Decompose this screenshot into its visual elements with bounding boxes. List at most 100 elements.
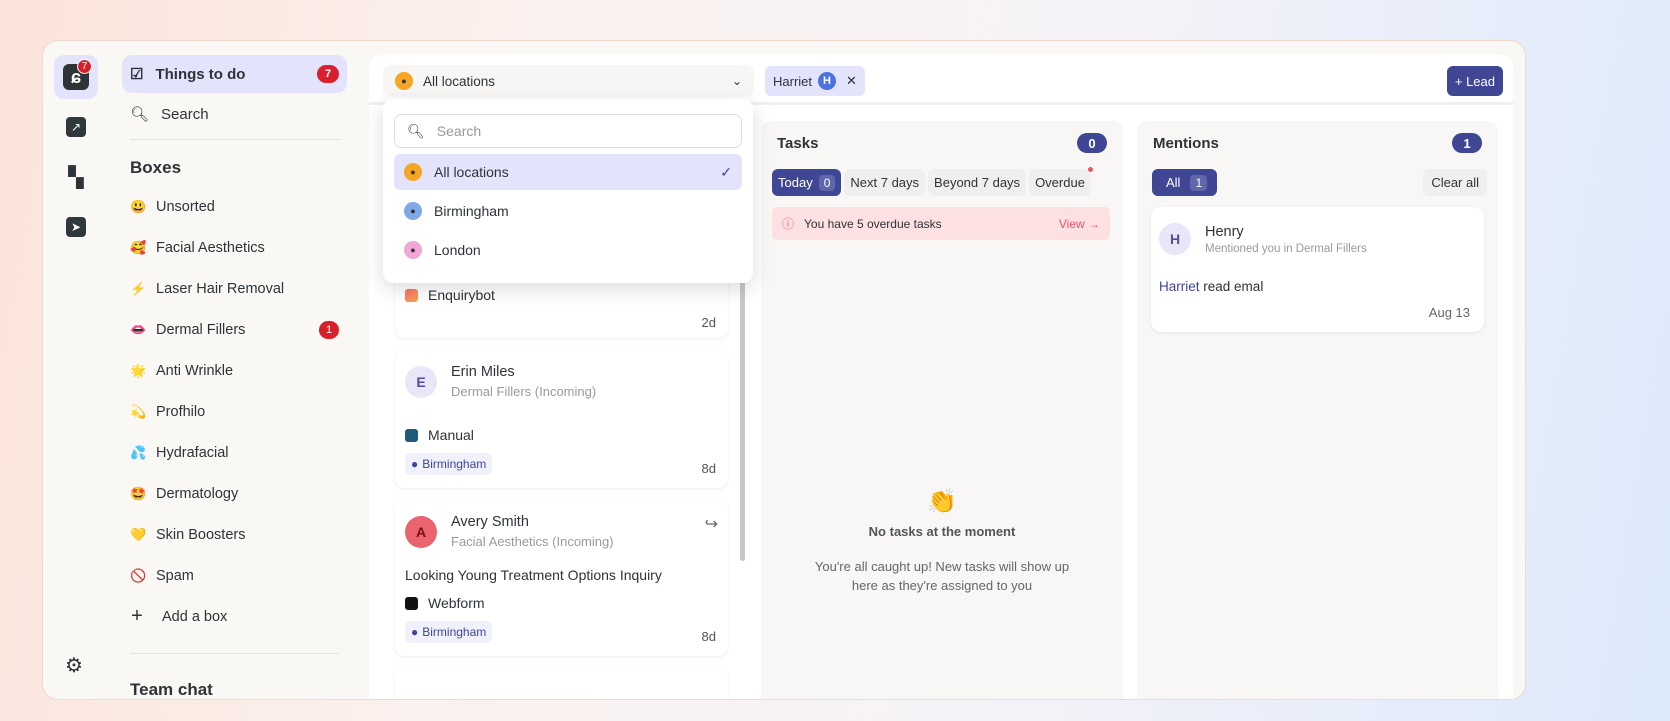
send-button[interactable]: ➤ [54,205,98,249]
settings-icon[interactable]: ⚙ [65,655,83,677]
lead-age: 2d [701,315,716,330]
box-emoji-icon: 🚫 [130,567,147,583]
add-box-button[interactable]: + Add a box [122,596,347,637]
mentions-panel: Mentions 1 All 1 Clear all H Henry Mentione… [1137,121,1498,699]
tab-today[interactable]: Today 0 [772,169,842,196]
lead-card[interactable]: A Avery Smith Facial Aesthetics (Incoming)… [395,500,728,656]
location-tag: ● Birmingham [405,621,493,643]
box-label: Laser Hair Removal [156,280,285,297]
mention-context: Mentioned you in Dermal Fillers [1205,242,1367,255]
sidebar-box-profhilo[interactable]: 💫 Profhilo [122,391,347,432]
tab-label: Today [778,175,813,190]
box-label: Skin Boosters [156,526,246,543]
mentions-title: Mentions [1153,135,1219,152]
chip-label: Harriet [773,73,813,89]
lead-box: Dermal Fillers (Incoming) [451,384,597,399]
location-label: Birmingham [422,457,487,471]
sidebar-box-skin-boosters[interactable]: 💛 Skin Boosters [122,514,347,555]
lead-name: Erin Miles [451,364,515,380]
main-panel: ● All locations ⌄ Harriet H ✕ + Lead 🔍︎ Searc… [369,55,1513,699]
lead-source: Manual [428,427,474,443]
user-filter-chip[interactable]: Harriet H ✕ [765,66,865,96]
lead-source: Enquirybot [428,287,495,303]
apps-button[interactable]: ▚ [54,155,98,199]
tasks-panel: Tasks 0 Today 0 Next 7 days Beyond 7 days… [761,121,1123,699]
avatar: H [1159,223,1191,255]
plus-icon: + [131,605,143,627]
lead-box: Facial Aesthetics (Incoming) [451,534,614,549]
option-label: All locations [434,164,509,180]
sidebar-box-laser-hair-removal[interactable]: ⚡ Laser Hair Removal [122,268,347,309]
add-box-label: Add a box [162,608,228,625]
box-label: Hydrafacial [156,444,229,461]
divider [130,653,339,654]
box-emoji-icon: 👄 [130,321,147,337]
clap-icon: 👏 [927,488,957,515]
box-label: Anti Wrinkle [156,362,234,379]
analytics-button[interactable]: ↗ [54,105,98,149]
add-lead-button[interactable]: + Lead [1446,66,1503,96]
view-overdue-link[interactable]: View → [1058,216,1100,231]
search-icon: 🔍︎ [407,122,425,139]
check-circle-icon: ☑ [130,66,144,83]
nav-label: Search [161,105,209,123]
empty-title: No tasks at the moment [868,524,1016,539]
forward-icon[interactable]: ↪ [704,516,718,533]
grid-plus-icon: ▚ [68,166,84,189]
divider [130,139,339,140]
sidebar-box-facial-aesthetics[interactable]: 🥰 Facial Aesthetics [122,227,347,268]
tab-label: Overdue [1035,175,1085,190]
tab-all[interactable]: All 1 [1152,169,1218,196]
box-label: Dermatology [156,485,239,502]
mention-author: Henry [1205,223,1244,240]
box-emoji-icon: 💛 [130,526,147,542]
sidebar-box-dermal-fillers[interactable]: 👄 Dermal Fillers 1 [122,309,347,350]
tab-beyond-7-days[interactable]: Beyond 7 days [928,169,1027,196]
lead-card[interactable] [395,668,728,699]
location-search-input[interactable]: 🔍︎ Search [394,114,742,148]
mentions-count: 1 [1452,133,1482,153]
location-option[interactable]: ● Birmingham [394,193,742,229]
empty-description: You're all caught up! New tasks will sho… [814,559,1070,593]
tab-next-7-days[interactable]: Next 7 days [844,169,926,196]
location-option[interactable]: ● London [394,232,742,268]
box-emoji-icon: 🌟 [130,362,147,378]
location-option[interactable]: ● All locations ✓ [394,154,742,190]
manual-icon [405,428,418,442]
mention-date: Aug 13 [1428,305,1470,320]
send-icon: ➤ [66,217,86,237]
lead-name: Avery Smith [451,514,529,530]
alert-icon: ⓘ [782,217,795,231]
mention-text: read emal [1203,279,1264,294]
mentioned-user[interactable]: Harriet [1159,279,1200,294]
sidebar: ☑ Things to do 7 🔍︎ Search Boxes 😃 Unsorted 🥰… [122,55,347,699]
sidebar-box-spam[interactable]: 🚫 Spam [122,555,347,596]
location-select[interactable]: ● All locations ⌄ [383,65,754,97]
nav-things-to-do[interactable]: ☑ Things to do 7 [122,55,347,93]
lead-card[interactable]: E Erin Miles Dermal Fillers (Incoming) Man… [395,350,728,488]
sidebar-box-hydrafacial[interactable]: 💦 Hydrafacial [122,432,347,473]
mention-card[interactable]: H Henry Mentioned you in Dermal Fillers Ha… [1151,207,1484,332]
overdue-dot [1086,166,1094,173]
lead-subject: Looking Young Treatment Options Inquiry [405,567,662,583]
things-badge: 7 [317,65,339,83]
close-icon[interactable]: ✕ [846,73,857,88]
box-emoji-icon: 💫 [130,403,147,419]
box-label: Dermal Fillers [156,321,246,338]
sidebar-box-dermatology[interactable]: 🤩 Dermatology [122,473,347,514]
scrollbar[interactable] [740,281,745,561]
location-pin-icon: ● [404,241,422,259]
box-emoji-icon: 💦 [130,444,147,460]
box-label: Facial Aesthetics [156,239,265,256]
box-label: Spam [156,567,194,584]
sidebar-box-unsorted[interactable]: 😃 Unsorted [122,186,347,227]
clear-all-button[interactable]: Clear all [1423,169,1487,196]
sidebar-box-anti-wrinkle[interactable]: 🌟 Anti Wrinkle [122,350,347,391]
tab-overdue[interactable]: Overdue [1029,166,1094,196]
location-pin-icon: ● [411,457,419,471]
chart-icon: ↗ [66,117,86,137]
location-pin-icon: ● [395,72,413,90]
nav-search[interactable]: 🔍︎ Search [122,95,347,133]
